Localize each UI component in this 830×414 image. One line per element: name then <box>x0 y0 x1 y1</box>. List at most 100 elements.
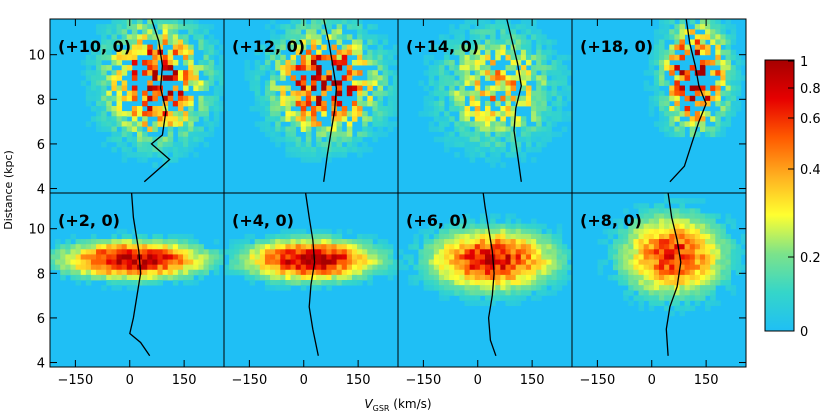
heat-cell <box>331 131 337 138</box>
heat-cell <box>541 95 547 102</box>
heat-cell <box>694 249 701 255</box>
heat-cell <box>500 141 506 148</box>
heat-cell <box>218 106 225 112</box>
heat-cell <box>106 239 112 245</box>
heat-cell <box>725 264 732 271</box>
heat-cell <box>566 70 573 76</box>
heat-cell <box>715 39 721 45</box>
heat-cell <box>623 264 629 271</box>
heat-cell <box>111 70 117 76</box>
heat-cell <box>490 269 496 276</box>
heat-cell <box>531 269 537 276</box>
heat-cell <box>137 280 143 286</box>
heat-cell <box>249 70 256 76</box>
heat-cell <box>331 80 337 86</box>
heat-cell <box>290 244 297 250</box>
heat-cell <box>101 54 107 61</box>
heat-cell <box>643 208 650 214</box>
heat-cell <box>735 59 742 66</box>
heat-cell <box>249 274 256 281</box>
heat-cell <box>730 49 737 56</box>
heat-cell <box>684 228 691 235</box>
heat-cell <box>70 259 76 266</box>
heat-cell <box>305 54 312 61</box>
heat-cell <box>172 75 179 81</box>
heat-cell <box>167 131 174 138</box>
heat-cell <box>551 100 558 107</box>
heat-cell <box>142 157 148 163</box>
heat-cell <box>357 39 363 45</box>
heat-cell <box>300 244 307 250</box>
heat-cell <box>351 24 358 30</box>
heat-cell <box>628 280 634 286</box>
heat-cell <box>490 213 496 219</box>
heat-cell <box>351 244 358 250</box>
heat-cell <box>505 19 511 25</box>
heat-cell <box>300 228 307 235</box>
heat-cell <box>137 152 143 158</box>
heat-cell <box>495 228 501 235</box>
heat-cell <box>674 95 680 102</box>
heat-cell <box>490 95 496 102</box>
heat-cell <box>101 39 107 45</box>
heat-cell <box>669 95 675 102</box>
heat-cell <box>531 95 537 102</box>
heat-cell <box>566 54 573 61</box>
heat-cell <box>167 157 174 163</box>
heat-cell <box>459 131 465 138</box>
heat-cell <box>561 126 568 132</box>
heat-cell <box>705 29 711 35</box>
heat-cell <box>664 228 670 235</box>
heat-cell <box>520 136 527 143</box>
heat-cell <box>643 85 650 92</box>
heat-cell <box>485 100 491 107</box>
heat-cell <box>423 106 430 112</box>
heat-cell <box>546 80 552 86</box>
heat-cell <box>357 111 363 117</box>
heat-cell <box>152 146 158 153</box>
heat-cell <box>464 80 471 86</box>
heat-cell <box>556 274 563 281</box>
heat-cell <box>490 295 496 301</box>
heat-cell <box>428 121 435 127</box>
heat-cell <box>367 59 373 66</box>
heat-cell <box>131 85 138 92</box>
heat-cell <box>433 111 440 117</box>
heat-cell <box>699 198 706 204</box>
heat-cell <box>659 290 665 296</box>
heat-cell <box>336 29 343 35</box>
heat-cell <box>336 90 343 97</box>
heat-cell <box>438 239 445 245</box>
heat-cell <box>469 49 476 56</box>
heat-cell <box>198 106 204 112</box>
heat-cell <box>116 70 123 76</box>
heat-cell <box>520 228 527 235</box>
heat-cell <box>300 75 307 81</box>
heat-cell <box>142 233 148 240</box>
heat-cell <box>720 254 726 260</box>
heat-cell <box>382 75 389 81</box>
heat-cell <box>710 239 716 245</box>
heat-cell <box>653 218 660 225</box>
heat-cell <box>162 141 169 148</box>
heat-cell <box>479 29 486 35</box>
heat-cell <box>275 141 281 148</box>
heat-cell <box>444 295 450 301</box>
heat-cell <box>413 244 419 250</box>
heat-cell <box>474 49 481 56</box>
heat-cell <box>311 39 317 45</box>
heat-cell <box>490 239 496 245</box>
heat-cell <box>684 198 691 204</box>
heat-cell <box>474 254 481 260</box>
heat-cell <box>162 136 169 143</box>
heat-cell <box>643 228 650 235</box>
heat-cell <box>536 264 542 271</box>
heat-cell <box>495 44 501 51</box>
y-tick-label: 6 <box>37 312 45 327</box>
heat-cell <box>490 34 496 40</box>
heat-cell <box>643 269 650 276</box>
heat-cell <box>305 152 312 158</box>
heat-cell <box>213 239 220 245</box>
heat-cell <box>500 49 506 56</box>
heat-cell <box>346 269 353 276</box>
